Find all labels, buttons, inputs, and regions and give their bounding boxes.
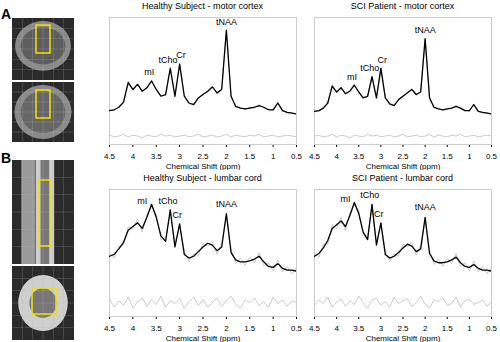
svg-text:tNAA: tNAA bbox=[216, 17, 237, 27]
svg-text:Cr: Cr bbox=[374, 209, 384, 219]
svg-text:mI: mI bbox=[144, 67, 154, 77]
svg-text:0.5: 0.5 bbox=[291, 152, 303, 161]
svg-text:3: 3 bbox=[379, 152, 384, 161]
svg-text:1.5: 1.5 bbox=[244, 324, 256, 333]
svg-text:3.5: 3.5 bbox=[151, 152, 163, 161]
svg-text:tCho: tCho bbox=[158, 55, 177, 65]
svg-text:4: 4 bbox=[334, 324, 339, 333]
svg-text:2: 2 bbox=[224, 152, 229, 161]
svg-text:1: 1 bbox=[271, 152, 276, 161]
svg-text:4.5: 4.5 bbox=[309, 152, 321, 161]
svg-text:0.5: 0.5 bbox=[486, 152, 498, 161]
svg-text:tCho: tCho bbox=[360, 190, 379, 200]
svg-text:3: 3 bbox=[379, 324, 384, 333]
svg-text:Chemical Shift (ppm): Chemical Shift (ppm) bbox=[166, 334, 241, 342]
svg-text:2.5: 2.5 bbox=[397, 152, 409, 161]
svg-text:3.5: 3.5 bbox=[353, 152, 365, 161]
svg-text:4: 4 bbox=[131, 152, 136, 161]
svg-text:1.5: 1.5 bbox=[442, 152, 454, 161]
html-text:Healthy Subject - motor cortex: Healthy Subject - motor cortex bbox=[142, 1, 263, 11]
svg-text:2: 2 bbox=[423, 152, 428, 161]
svg-text:2.5: 2.5 bbox=[197, 152, 209, 161]
svg-text:2: 2 bbox=[423, 324, 428, 333]
svg-text:mI: mI bbox=[347, 72, 357, 82]
html-text:B: B bbox=[1, 150, 12, 166]
svg-text:Chemical Shift (ppm): Chemical Shift (ppm) bbox=[366, 334, 441, 342]
html-text:SCI Patient - lumbar cord: SCI Patient - lumbar cord bbox=[352, 173, 453, 183]
svg-text:tNAA: tNAA bbox=[216, 199, 237, 209]
svg-text:Chemical Shift (ppm): Chemical Shift (ppm) bbox=[166, 162, 241, 171]
svg-text:Cr: Cr bbox=[176, 50, 186, 60]
svg-text:4.5: 4.5 bbox=[104, 324, 116, 333]
svg-text:tCho: tCho bbox=[360, 63, 379, 73]
svg-text:Cr: Cr bbox=[173, 210, 183, 220]
svg-text:0.5: 0.5 bbox=[291, 324, 303, 333]
svg-text:tNAA: tNAA bbox=[415, 202, 436, 212]
svg-text:tCho: tCho bbox=[158, 196, 177, 206]
svg-text:1.5: 1.5 bbox=[244, 152, 256, 161]
svg-text:1: 1 bbox=[467, 324, 472, 333]
svg-text:3.5: 3.5 bbox=[151, 324, 163, 333]
svg-text:mI: mI bbox=[137, 196, 147, 206]
svg-text:2: 2 bbox=[224, 324, 229, 333]
svg-text:1: 1 bbox=[467, 152, 472, 161]
svg-text:4.5: 4.5 bbox=[309, 324, 321, 333]
svg-text:mI: mI bbox=[340, 194, 350, 204]
svg-text:0.5: 0.5 bbox=[486, 324, 498, 333]
svg-text:tNAA: tNAA bbox=[415, 25, 436, 35]
html-text:SCI Patient - motor cortex: SCI Patient - motor cortex bbox=[350, 1, 455, 11]
html-text:Healthy Subject - lumbar cord: Healthy Subject - lumbar cord bbox=[143, 173, 262, 183]
svg-text:1.5: 1.5 bbox=[442, 324, 454, 333]
svg-text:3: 3 bbox=[177, 324, 182, 333]
svg-text:Cr: Cr bbox=[377, 55, 387, 65]
svg-text:4.5: 4.5 bbox=[104, 152, 116, 161]
svg-text:4: 4 bbox=[131, 324, 136, 333]
svg-text:Chemical Shift (ppm): Chemical Shift (ppm) bbox=[366, 162, 441, 171]
svg-text:2.5: 2.5 bbox=[397, 324, 409, 333]
svg-text:3: 3 bbox=[177, 152, 182, 161]
svg-text:4: 4 bbox=[334, 152, 339, 161]
svg-text:2.5: 2.5 bbox=[197, 324, 209, 333]
svg-text:3.5: 3.5 bbox=[353, 324, 365, 333]
svg-text:1: 1 bbox=[271, 324, 276, 333]
html-text:A: A bbox=[1, 6, 12, 22]
